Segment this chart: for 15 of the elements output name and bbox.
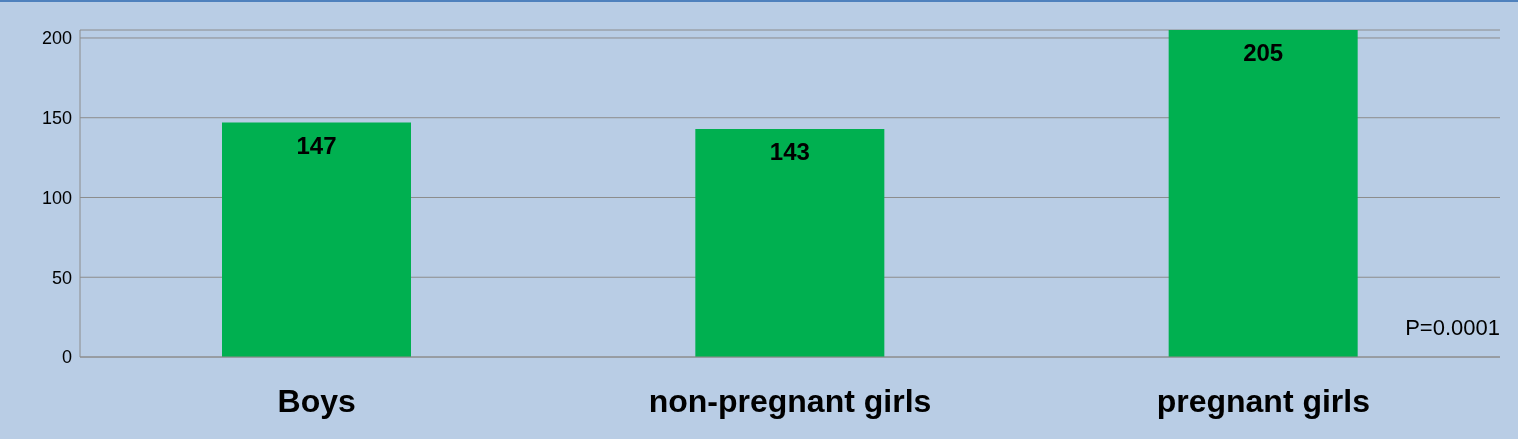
y-tick-label: 50	[51, 267, 72, 288]
bar	[695, 128, 885, 357]
x-tick-label: non-pregnant girls	[648, 382, 932, 419]
x-tick-label: pregnant girls	[1156, 382, 1371, 419]
y-tick-label: 200	[41, 28, 72, 49]
y-tick-label: 100	[41, 187, 72, 208]
y-tick-label: 150	[41, 108, 72, 129]
data-label: 143	[769, 137, 810, 165]
bar	[1168, 30, 1358, 357]
data-label: 205	[1243, 39, 1284, 67]
data-label: 147	[296, 131, 337, 159]
x-tick-label: Boys	[277, 382, 356, 419]
annotation: P=0.0001	[1405, 315, 1500, 341]
y-tick-label: 0	[61, 347, 72, 368]
bar	[222, 122, 411, 357]
